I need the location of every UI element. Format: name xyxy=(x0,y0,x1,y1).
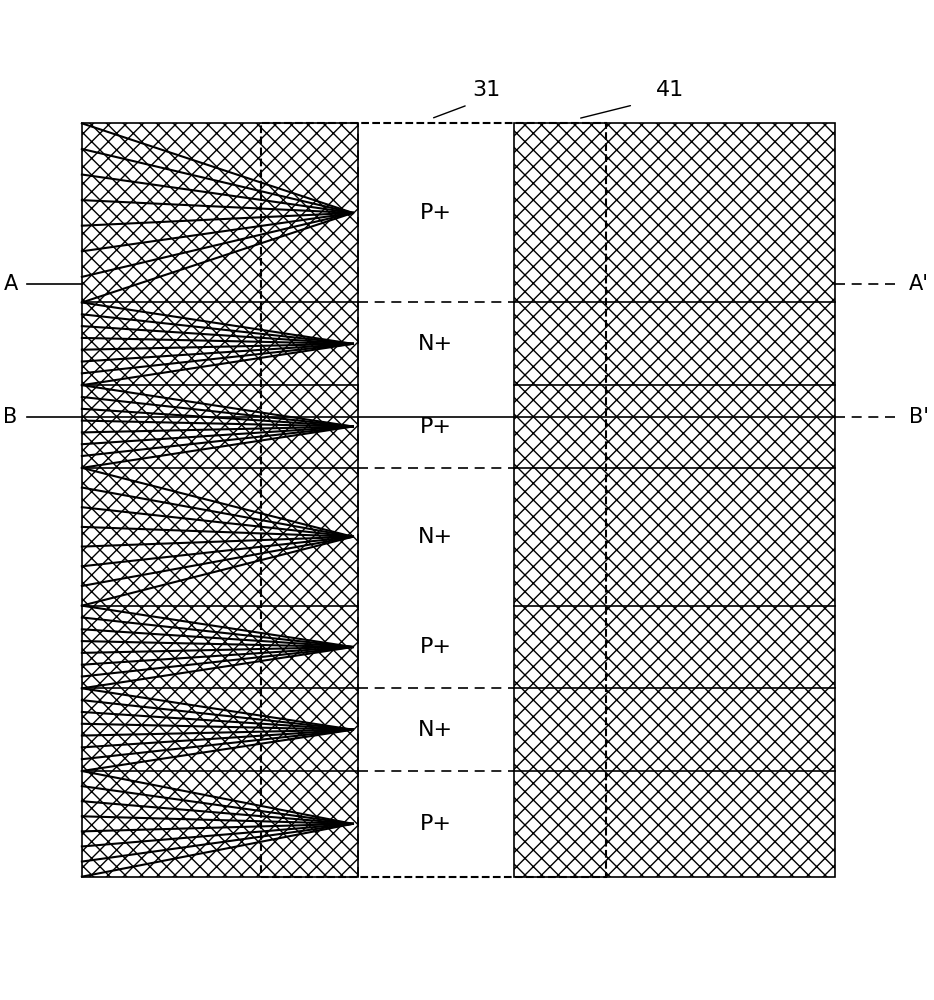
Text: B': B' xyxy=(909,407,928,427)
Text: B: B xyxy=(4,407,18,427)
FancyBboxPatch shape xyxy=(82,123,358,877)
Text: 31: 31 xyxy=(472,80,501,100)
Text: N+: N+ xyxy=(418,720,453,740)
Text: A': A' xyxy=(909,274,928,294)
FancyBboxPatch shape xyxy=(514,123,835,877)
Text: 41: 41 xyxy=(656,80,684,100)
Text: N+: N+ xyxy=(418,334,453,354)
Text: P+: P+ xyxy=(419,637,452,657)
Text: A: A xyxy=(4,274,18,294)
Text: P+: P+ xyxy=(419,814,452,834)
Text: P+: P+ xyxy=(419,203,452,223)
Text: N+: N+ xyxy=(418,527,453,547)
Text: P+: P+ xyxy=(419,417,452,437)
